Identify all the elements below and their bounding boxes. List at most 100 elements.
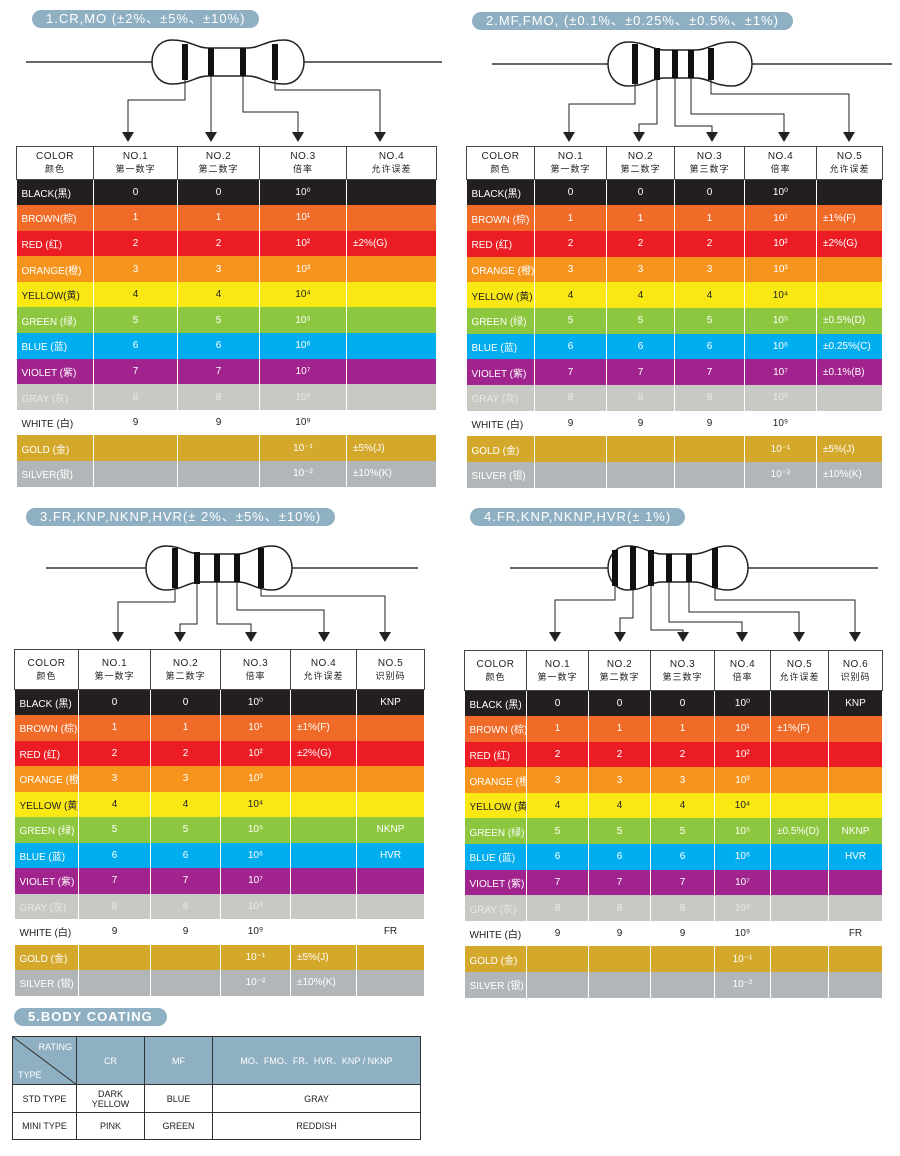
value-cell: ±1%(F)	[816, 205, 883, 231]
value-cell: 8	[588, 895, 651, 921]
coating-cell: BLUE	[144, 1084, 213, 1113]
value-cell: 6	[177, 333, 260, 359]
value-cell	[526, 946, 589, 973]
column-header-cn: 第一数字	[537, 671, 578, 682]
value-cell: 10⁰	[220, 689, 291, 715]
column-header: NO.3 第三数字	[650, 650, 715, 691]
column-header-en: NO.1	[101, 657, 128, 669]
coating-cell: PINK	[76, 1112, 145, 1140]
color-row: SILVER (银) 10⁻² ±10%(K)	[14, 970, 425, 996]
value-cell	[674, 462, 745, 488]
value-cell	[290, 919, 357, 945]
color-name: GOLD (金)	[16, 435, 94, 462]
value-cell: 10²	[714, 741, 771, 768]
value-cell: 10⁵	[220, 817, 291, 843]
column-header-cn: 第三数字	[689, 164, 730, 174]
column-header-en: NO.4	[729, 658, 756, 670]
color-name: SILVER(银)	[16, 461, 94, 487]
value-cell	[770, 946, 829, 973]
value-cell: 7	[534, 359, 607, 385]
value-cell: 1	[534, 205, 607, 231]
color-row: RED (红) 2 2 2 10² ±2%(G)	[466, 230, 883, 257]
value-cell: ±10%(K)	[346, 461, 437, 487]
column-header-en: COLOR	[27, 657, 66, 669]
value-cell	[770, 972, 829, 998]
color-row: GREEN (绿) 5 5 5 10⁵ ±0.5%(D) NKNP	[464, 818, 883, 845]
color-row: SILVER(银) 10⁻² ±10%(K)	[16, 461, 437, 487]
color-row: GOLD (金) 10⁻¹ ±5%(J)	[14, 944, 425, 970]
value-cell: 3	[93, 256, 178, 282]
column-header-cn: 倍率	[770, 164, 791, 174]
column-header-cn: 允许误差	[303, 670, 344, 681]
color-name: SILVER (银)	[464, 972, 527, 998]
value-cell: 2	[606, 230, 675, 257]
value-cell	[534, 436, 607, 463]
column-header: NO.6 识别码	[828, 650, 883, 691]
value-cell: FR	[828, 920, 883, 947]
color-name: RED (红)	[466, 230, 535, 257]
value-cell: 5	[674, 307, 745, 334]
color-name: WHITE (白)	[464, 920, 527, 947]
color-row: GOLD (金) 10⁻¹	[464, 946, 883, 973]
coating-cell: GRAY	[212, 1084, 421, 1113]
value-cell: 10⁹	[714, 920, 771, 947]
column-header-cn: 颜色	[44, 164, 65, 174]
value-cell: 2	[177, 230, 260, 257]
value-cell	[356, 740, 425, 766]
value-cell: 8	[78, 893, 151, 919]
column-header: COLOR 颜色	[464, 650, 527, 691]
value-cell: 10³	[744, 256, 817, 283]
section-1: 1.CR,MO (±2%、±5%、±10%) COLOR 颜色 NO.1 第一数字 NO…	[0, 0, 450, 490]
color-name: RED (红)	[16, 230, 94, 257]
value-cell: 1	[606, 205, 675, 231]
value-cell: FR	[356, 919, 425, 945]
value-cell: 4	[606, 282, 675, 308]
value-cell	[770, 690, 829, 717]
color-row: BLUE (蓝) 6 6 10⁶	[16, 333, 437, 359]
value-cell: 10⁹	[259, 409, 347, 436]
column-header-en: NO.1	[544, 658, 571, 670]
color-code-table: COLOR 颜色 NO.1 第一数字 NO.2 第二数字 NO.3 倍率 NO.4 允许误差 BLA…	[16, 146, 437, 487]
column-header-cn: 颜色	[36, 670, 57, 681]
value-cell: 0	[650, 690, 715, 717]
color-row: GOLD (金) 10⁻¹ ±5%(J)	[466, 436, 883, 463]
value-cell: 10⁴	[220, 791, 291, 817]
value-cell: 9	[150, 919, 221, 945]
value-cell	[346, 179, 437, 206]
value-cell: 5	[526, 818, 589, 845]
value-cell: 9	[588, 920, 651, 947]
header-row: COLOR 颜色 NO.1 第一数字 NO.2 第二数字 NO.3 倍率 NO.4 允许误差	[16, 146, 437, 180]
value-cell: 2	[150, 740, 221, 766]
value-cell	[606, 436, 675, 463]
value-cell	[650, 972, 715, 998]
value-cell: 5	[78, 817, 151, 843]
value-cell	[770, 792, 829, 819]
column-header-en: NO.4	[767, 151, 794, 162]
value-cell: 10⁻²	[744, 462, 817, 488]
color-name: BLACK(黑)	[16, 179, 94, 206]
value-cell	[828, 741, 883, 768]
value-cell	[346, 409, 437, 436]
color-name: GRAY (灰)	[14, 893, 79, 919]
column-header: NO.5 识别码	[356, 649, 425, 690]
value-cell: 10³	[259, 256, 347, 282]
column-header: NO.1 第一数字	[526, 650, 589, 691]
value-cell	[290, 791, 357, 817]
corner-top-label: RATING	[38, 1042, 72, 1052]
column-header-en: NO.2	[606, 658, 633, 670]
column-header: NO.5 允许误差	[770, 650, 829, 691]
value-cell: 9	[674, 410, 745, 437]
value-cell: 10⁻¹	[259, 435, 347, 462]
color-name: GREEN (绿)	[16, 307, 94, 334]
color-name: BROWN (棕)	[464, 716, 527, 742]
value-cell: 5	[150, 817, 221, 843]
value-cell: 8	[177, 384, 260, 410]
section-4: 4.FR,KNP,NKNP,HVR(± 1%) COLOR 颜色 NO.1 第一数字 N	[450, 500, 900, 1000]
value-cell	[346, 333, 437, 359]
column-header-en: NO.5	[836, 151, 863, 162]
color-name: GOLD (金)	[464, 946, 527, 973]
value-cell	[290, 766, 357, 792]
value-cell: 10¹	[714, 716, 771, 742]
color-name: VIOLET (紫)	[16, 358, 94, 385]
column-header-en: NO.3	[696, 151, 723, 162]
